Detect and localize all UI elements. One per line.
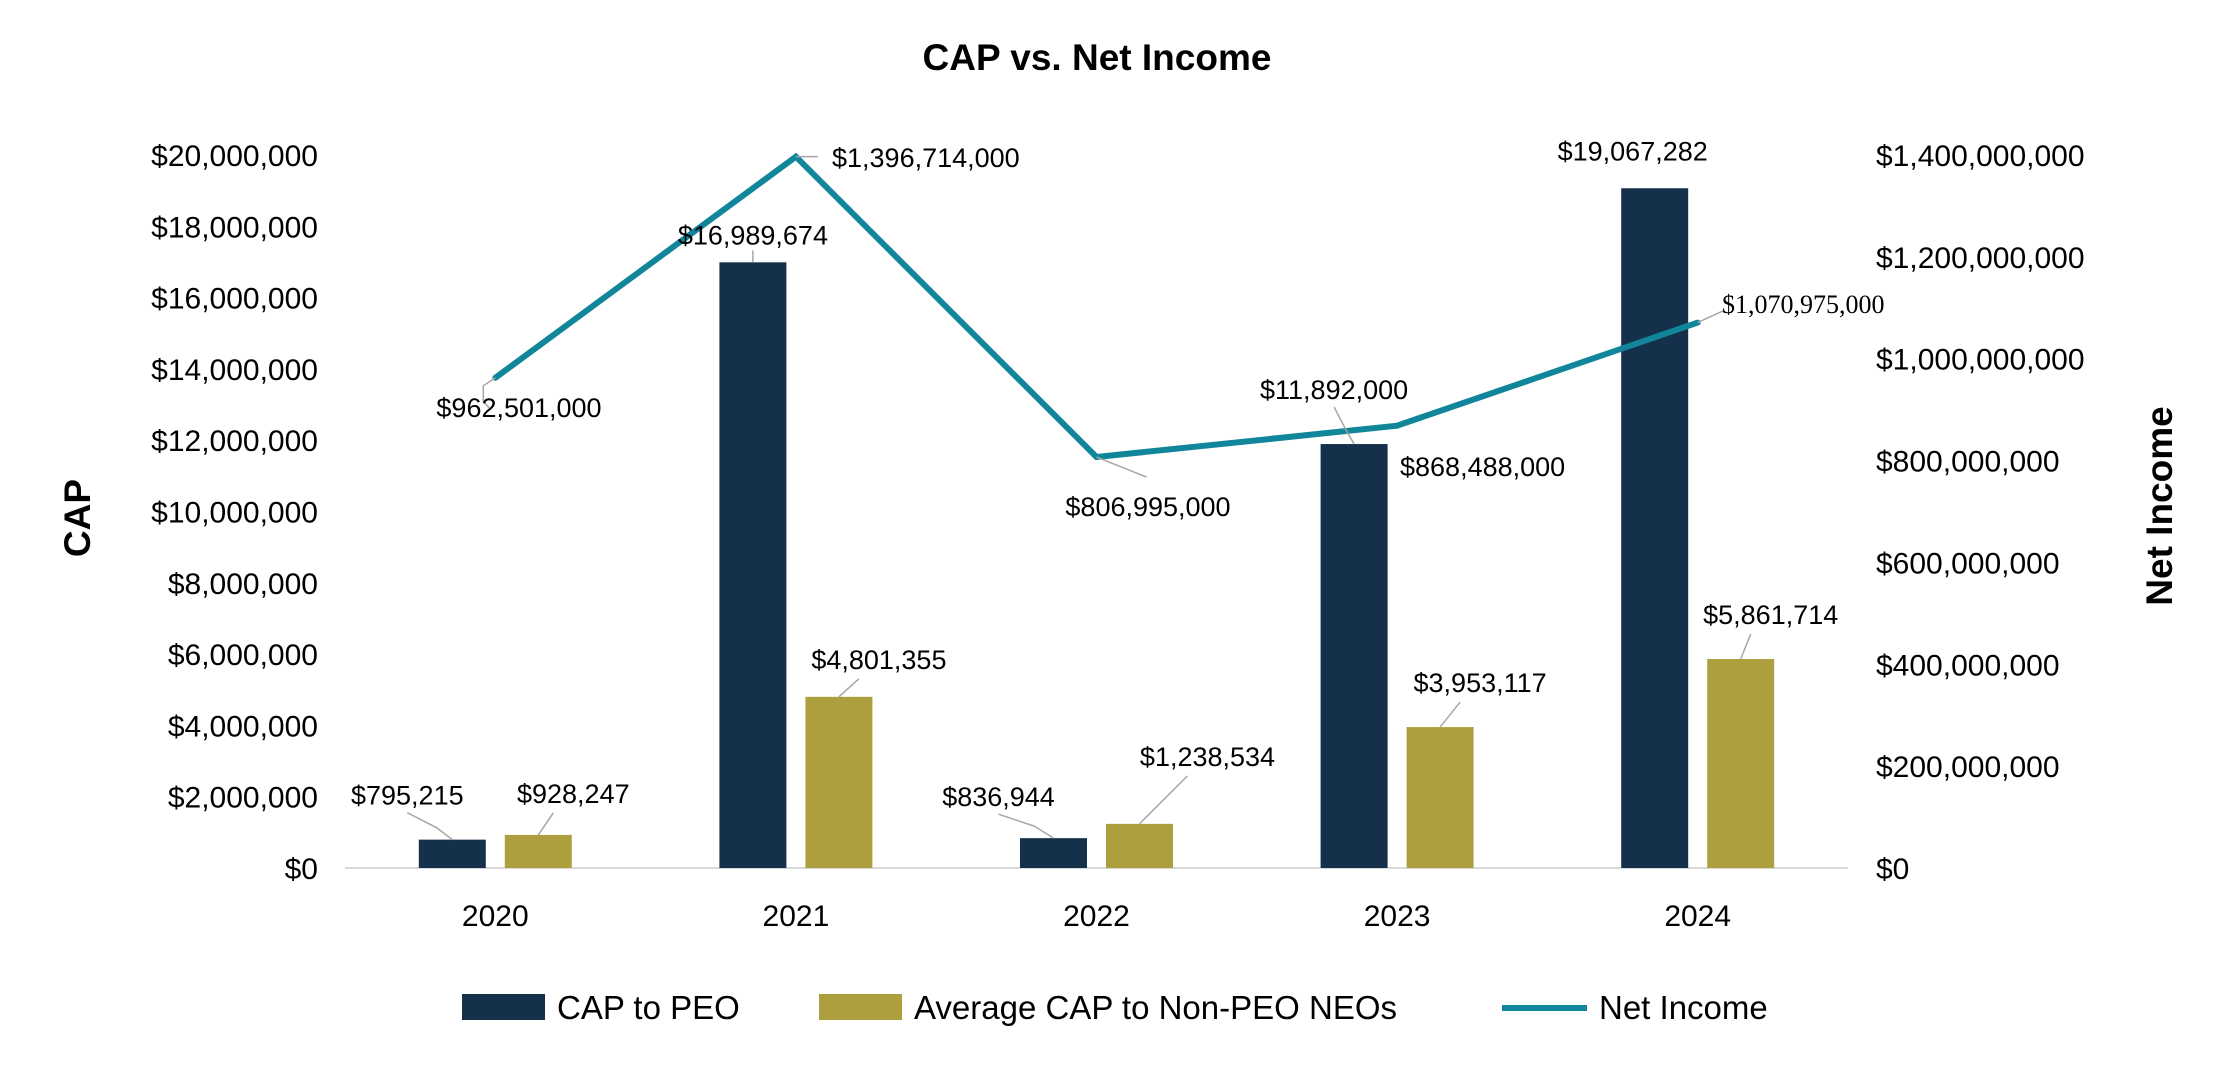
y-tick-label: $14,000,000: [151, 354, 318, 387]
bar-avg-cap-non-peo: [1707, 659, 1775, 868]
leader-line: [1333, 406, 1355, 445]
y-tick-label: $0: [285, 853, 318, 886]
bar-cap-to-peo: [1020, 838, 1087, 868]
data-label-cap-to-peo: $836,944: [942, 782, 1055, 812]
y2-tick-label: $1,400,000,000: [1876, 140, 2085, 173]
y2-tick-label: $0: [1876, 853, 1909, 886]
x-tick-label: 2022: [1063, 900, 1130, 933]
net-income-point: [1394, 422, 1401, 429]
y2-tick-label: $1,200,000,000: [1876, 242, 2085, 275]
x-tick-label: 2023: [1364, 900, 1431, 933]
data-label-cap-to-peo: $19,067,282: [1558, 136, 1708, 166]
bar-cap-to-peo: [418, 839, 486, 868]
chart-title: CAP vs. Net Income: [923, 37, 1272, 78]
legend-swatch-cap-to-peo: [462, 994, 545, 1020]
y2-tick-label: $600,000,000: [1876, 547, 2060, 580]
leader-line: [537, 812, 554, 836]
y2-tick-label: $1,000,000,000: [1876, 344, 2085, 377]
data-label-avg-cap: $928,247: [517, 779, 630, 809]
y-tick-label: $4,000,000: [168, 710, 318, 743]
data-labels-group: $795,215 $16,989,674 $836,944 $11,892,000 $1…: [351, 136, 1885, 841]
leader-line: [998, 813, 1054, 839]
x-tick-label: 2024: [1664, 900, 1731, 933]
y2-tick-label: $400,000,000: [1876, 649, 2060, 682]
legend-swatch-avg-cap: [819, 994, 902, 1020]
bar-avg-cap-non-peo: [504, 834, 572, 868]
net-income-line: [493, 152, 1699, 461]
data-label-cap-to-peo: $16,989,674: [678, 220, 828, 250]
data-label-avg-cap: $1,238,534: [1140, 742, 1275, 772]
leader-line: [838, 678, 860, 698]
data-label-net-income: $806,995,000: [1065, 492, 1230, 522]
leader-line: [1740, 633, 1752, 660]
y-tick-label: $18,000,000: [151, 211, 318, 244]
data-label-net-income: $1,396,714,000: [832, 143, 1020, 173]
data-label-avg-cap: $4,801,355: [811, 645, 946, 675]
data-label-net-income: $868,488,000: [1400, 452, 1565, 482]
bars-group: [418, 188, 1775, 868]
y-tick-label: $12,000,000: [151, 425, 318, 458]
data-label-net-income: $962,501,000: [436, 393, 601, 423]
leader-line: [1439, 701, 1461, 728]
leader-line: [1096, 456, 1147, 478]
y2-tick-label: $800,000,000: [1876, 446, 2060, 479]
line-group: [492, 152, 1701, 461]
bar-avg-cap-non-peo: [1106, 823, 1173, 868]
y-tick-label: $8,000,000: [168, 568, 318, 601]
x-tick-label: 2021: [763, 900, 830, 933]
leader-line: [406, 811, 453, 841]
y-tick-label: $2,000,000: [168, 782, 318, 815]
leader-line: [1697, 309, 1725, 324]
data-label-cap-to-peo: $795,215: [351, 781, 464, 811]
bar-avg-cap-non-peo: [805, 696, 873, 868]
data-label-net-income: $1,070,975,000: [1722, 290, 1885, 319]
axes-group: $0 $2,000,000 $4,000,000 $6,000,000 $8,000,0…: [151, 140, 2084, 933]
x-tick-label: 2020: [462, 900, 529, 933]
y-tick-label: $16,000,000: [151, 283, 318, 316]
legend-label-net-income: Net Income: [1599, 989, 1768, 1026]
y2-axis-title: Net Income: [2139, 406, 2180, 605]
legend: CAP to PEO Average CAP to Non-PEO NEOs Net…: [462, 989, 1768, 1026]
y-tick-label: $6,000,000: [168, 639, 318, 672]
y-tick-label: $20,000,000: [151, 140, 318, 173]
bar-cap-to-peo: [719, 262, 787, 868]
bar-cap-to-peo: [1320, 444, 1388, 868]
y-tick-label: $10,000,000: [151, 497, 318, 530]
y2-tick-label: $200,000,000: [1876, 751, 2060, 784]
leader-line: [1138, 775, 1189, 825]
y-axis-title: CAP: [57, 479, 98, 557]
leader-line: [482, 377, 496, 409]
data-label-cap-to-peo: $11,892,000: [1260, 375, 1408, 405]
data-label-avg-cap: $5,861,714: [1703, 600, 1838, 630]
legend-label-cap-to-peo: CAP to PEO: [557, 989, 740, 1026]
data-label-avg-cap: $3,953,117: [1414, 668, 1547, 698]
bar-avg-cap-non-peo: [1406, 727, 1474, 868]
legend-label-avg-cap: Average CAP to Non-PEO NEOs: [914, 989, 1397, 1026]
bar-cap-to-peo: [1621, 188, 1689, 868]
